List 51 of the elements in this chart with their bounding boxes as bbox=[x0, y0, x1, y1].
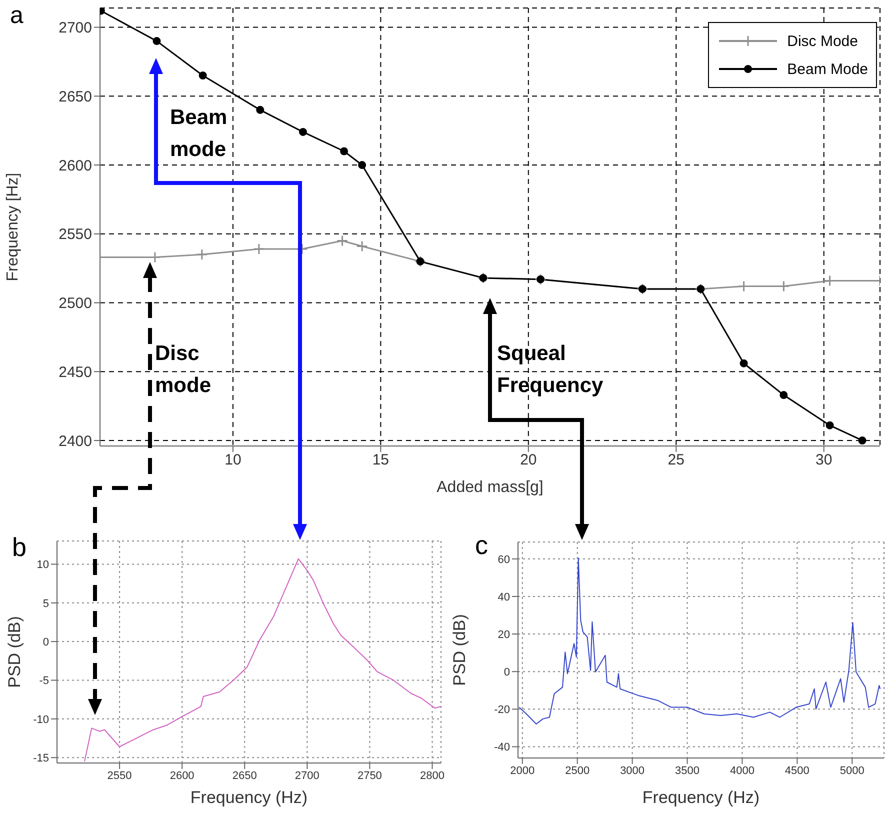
y-tick-label: 2700 bbox=[58, 20, 92, 37]
x-tick-label: 2500 bbox=[565, 764, 590, 777]
x-tick-label: 15 bbox=[372, 452, 390, 469]
y-tick-label: -40 bbox=[494, 742, 510, 754]
x-axis-title: Frequency (Hz) bbox=[190, 788, 308, 807]
x-tick-label: 2700 bbox=[294, 770, 320, 782]
chart-title: b bbox=[12, 532, 26, 563]
y-tick-label: 0 bbox=[42, 636, 49, 648]
x-tick-label: 2650 bbox=[232, 770, 257, 782]
y-tick-label: -5 bbox=[39, 675, 49, 688]
annotation: Squeal Frequency bbox=[497, 341, 604, 399]
chart-title: a bbox=[10, 2, 24, 30]
x-tick-label: 2550 bbox=[107, 770, 132, 782]
chart-title: c bbox=[475, 530, 488, 561]
legend-label: Beam Mode bbox=[787, 60, 868, 78]
y-tick-label: 2500 bbox=[58, 295, 92, 312]
x-tick-label: 10 bbox=[224, 452, 242, 469]
y-tick-label: -10 bbox=[33, 714, 49, 726]
y-tick-label: -15 bbox=[33, 752, 49, 764]
y-tick-label: 5 bbox=[42, 598, 49, 610]
x-tick-label: 30 bbox=[816, 452, 832, 469]
x-tick-label: 2800 bbox=[420, 770, 444, 782]
y-axis-title: PSD (dB) bbox=[450, 614, 470, 686]
x-tick-label: 2600 bbox=[170, 770, 194, 782]
y-tick-label: 2450 bbox=[58, 364, 92, 381]
x-tick-label: 2750 bbox=[357, 770, 382, 782]
x-tick-label: 2000 bbox=[510, 764, 535, 777]
y-tick-label: 40 bbox=[498, 591, 510, 604]
legend-label: Disc Mode bbox=[787, 32, 858, 50]
y-tick-label: 2550 bbox=[58, 226, 92, 244]
x-tick-label: 4000 bbox=[730, 764, 754, 777]
x-tick-label: 20 bbox=[520, 452, 537, 469]
y-axis-title: Frequency [Hz] bbox=[4, 172, 22, 282]
x-axis-title: Added mass[g] bbox=[436, 479, 544, 496]
x-tick-label: 3000 bbox=[620, 764, 645, 777]
x-tick-label: 5000 bbox=[840, 764, 864, 777]
y-tick-label: 2400 bbox=[58, 432, 92, 450]
x-axis-title: Frequency (Hz) bbox=[642, 788, 760, 807]
y-tick-label: 2600 bbox=[58, 157, 92, 174]
y-axis-title: PSD (dB) bbox=[5, 616, 24, 688]
y-tick-label: 60 bbox=[498, 554, 510, 566]
y-tick-label: 20 bbox=[498, 628, 510, 641]
y-tick-label: 2650 bbox=[58, 88, 92, 106]
y-tick-label: 10 bbox=[36, 559, 49, 572]
annotation: Beam mode bbox=[170, 105, 228, 163]
x-tick-label: 25 bbox=[668, 452, 684, 469]
x-tick-label: 3500 bbox=[675, 764, 700, 777]
annotation: Disc mode bbox=[155, 341, 212, 399]
x-tick-label: 4500 bbox=[784, 764, 810, 777]
y-tick-label: 0 bbox=[504, 666, 510, 679]
y-tick-label: -20 bbox=[494, 704, 510, 716]
